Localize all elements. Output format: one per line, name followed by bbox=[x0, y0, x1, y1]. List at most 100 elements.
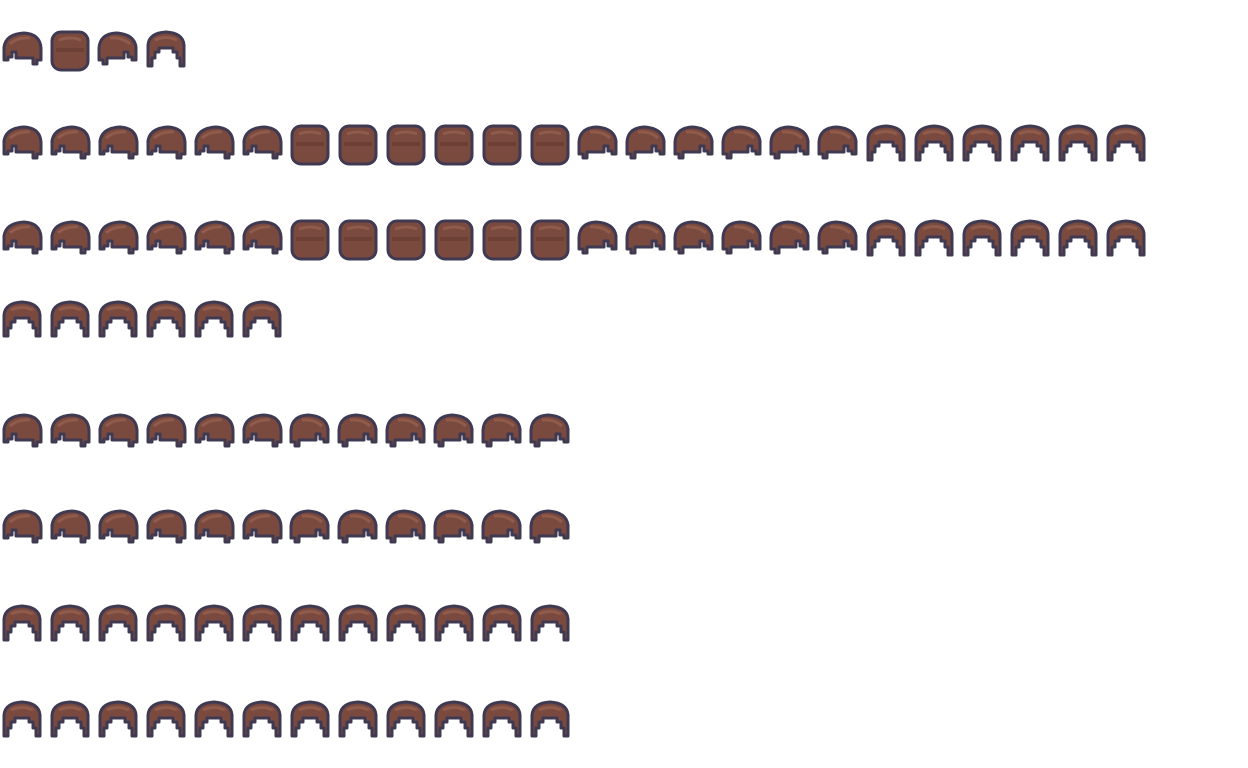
hair-sprite bbox=[866, 124, 906, 162]
hair-sprite bbox=[386, 124, 426, 166]
hair-sprite bbox=[98, 300, 138, 338]
hair-sprite bbox=[146, 220, 187, 255]
hair-sprite bbox=[194, 220, 235, 255]
hair-sprite bbox=[721, 125, 762, 160]
hair-sprite bbox=[769, 125, 810, 160]
hair-sprite bbox=[194, 604, 234, 642]
hair-sprite bbox=[577, 220, 618, 255]
hair-sprite bbox=[625, 125, 666, 160]
hair-sprite bbox=[817, 220, 858, 255]
hair-sprite bbox=[290, 124, 330, 166]
hair-sprite bbox=[242, 509, 283, 544]
hair-sprite bbox=[530, 700, 570, 738]
hair-sprite bbox=[482, 700, 522, 738]
hair-sprite bbox=[290, 604, 330, 642]
hair-sprite bbox=[50, 30, 90, 72]
hair-sprite bbox=[914, 219, 954, 257]
hair-sprite bbox=[98, 700, 138, 738]
hair-sprite bbox=[242, 300, 282, 338]
hair-sprite bbox=[386, 219, 426, 261]
hair-sprite bbox=[434, 124, 474, 166]
hair-sprite bbox=[721, 220, 762, 255]
hair-sprite bbox=[337, 509, 378, 544]
hair-sprite bbox=[434, 219, 474, 261]
hair-sprite bbox=[98, 413, 139, 448]
hair-sprite bbox=[50, 300, 90, 338]
hair-sprite bbox=[481, 509, 522, 544]
hair-sprite bbox=[529, 509, 570, 544]
hair-sprite bbox=[338, 219, 378, 261]
hair-sprite bbox=[433, 509, 474, 544]
hair-sprite bbox=[146, 509, 187, 544]
hair-sprite bbox=[866, 219, 906, 257]
hair-sprite bbox=[386, 700, 426, 738]
hair-sprite bbox=[434, 700, 474, 738]
hair-sprite bbox=[482, 124, 522, 166]
hair-sprite bbox=[1010, 124, 1050, 162]
hair-sprite bbox=[673, 125, 714, 160]
hair-sprite bbox=[98, 604, 138, 642]
hair-sprite bbox=[2, 31, 43, 66]
hair-sprite bbox=[433, 413, 474, 448]
hair-sprite bbox=[50, 509, 91, 544]
hair-sprite bbox=[577, 125, 618, 160]
hair-sprite bbox=[50, 220, 91, 255]
hair-sprite bbox=[146, 604, 186, 642]
hair-sprite bbox=[146, 30, 186, 68]
hair-sprite bbox=[338, 700, 378, 738]
hair-sprite bbox=[2, 413, 43, 448]
hair-sprite bbox=[530, 219, 570, 261]
hair-sprite bbox=[290, 219, 330, 261]
hair-sprite bbox=[2, 604, 42, 642]
hair-sprite bbox=[625, 220, 666, 255]
hair-sprite bbox=[146, 300, 186, 338]
hair-sprite bbox=[962, 124, 1002, 162]
hair-sprite bbox=[529, 413, 570, 448]
hair-sprite bbox=[146, 413, 187, 448]
hair-sprite bbox=[769, 220, 810, 255]
hair-sprite bbox=[194, 509, 235, 544]
hair-sprite bbox=[194, 125, 235, 160]
hair-sprite bbox=[1106, 219, 1146, 257]
hair-sprite bbox=[242, 413, 283, 448]
hair-sprite bbox=[98, 509, 139, 544]
hair-sprite bbox=[242, 700, 282, 738]
hair-sprite bbox=[289, 413, 330, 448]
hair-sprite bbox=[434, 604, 474, 642]
hair-sprite bbox=[2, 700, 42, 738]
hair-sprite bbox=[482, 604, 522, 642]
hair-sprite bbox=[2, 220, 43, 255]
hair-sprite bbox=[338, 124, 378, 166]
hair-sprite bbox=[194, 300, 234, 338]
hair-sprite bbox=[817, 125, 858, 160]
hair-sprite bbox=[97, 31, 138, 66]
hair-sprite bbox=[290, 700, 330, 738]
hair-sprite bbox=[673, 220, 714, 255]
hair-sprite bbox=[338, 604, 378, 642]
hair-sprite bbox=[962, 219, 1002, 257]
hair-sprite bbox=[386, 604, 426, 642]
hair-sprite bbox=[481, 413, 522, 448]
hair-sprite bbox=[242, 125, 283, 160]
hair-sprite bbox=[482, 219, 522, 261]
hair-sprite bbox=[50, 125, 91, 160]
hair-sprite bbox=[385, 509, 426, 544]
hair-sprite bbox=[194, 700, 234, 738]
hair-sprite bbox=[2, 509, 43, 544]
hair-sprite bbox=[1106, 124, 1146, 162]
hair-sprite bbox=[242, 604, 282, 642]
hair-sprite bbox=[385, 413, 426, 448]
hair-sprite bbox=[146, 700, 186, 738]
hair-sprite bbox=[242, 220, 283, 255]
hair-sprite bbox=[1058, 124, 1098, 162]
hair-sprite bbox=[1058, 219, 1098, 257]
hair-sprite bbox=[98, 125, 139, 160]
hair-sprite bbox=[50, 700, 90, 738]
hair-sprite bbox=[530, 124, 570, 166]
hair-sprite bbox=[194, 413, 235, 448]
hair-sprite bbox=[914, 124, 954, 162]
hair-sprite bbox=[2, 300, 42, 338]
hair-sprite bbox=[2, 125, 43, 160]
